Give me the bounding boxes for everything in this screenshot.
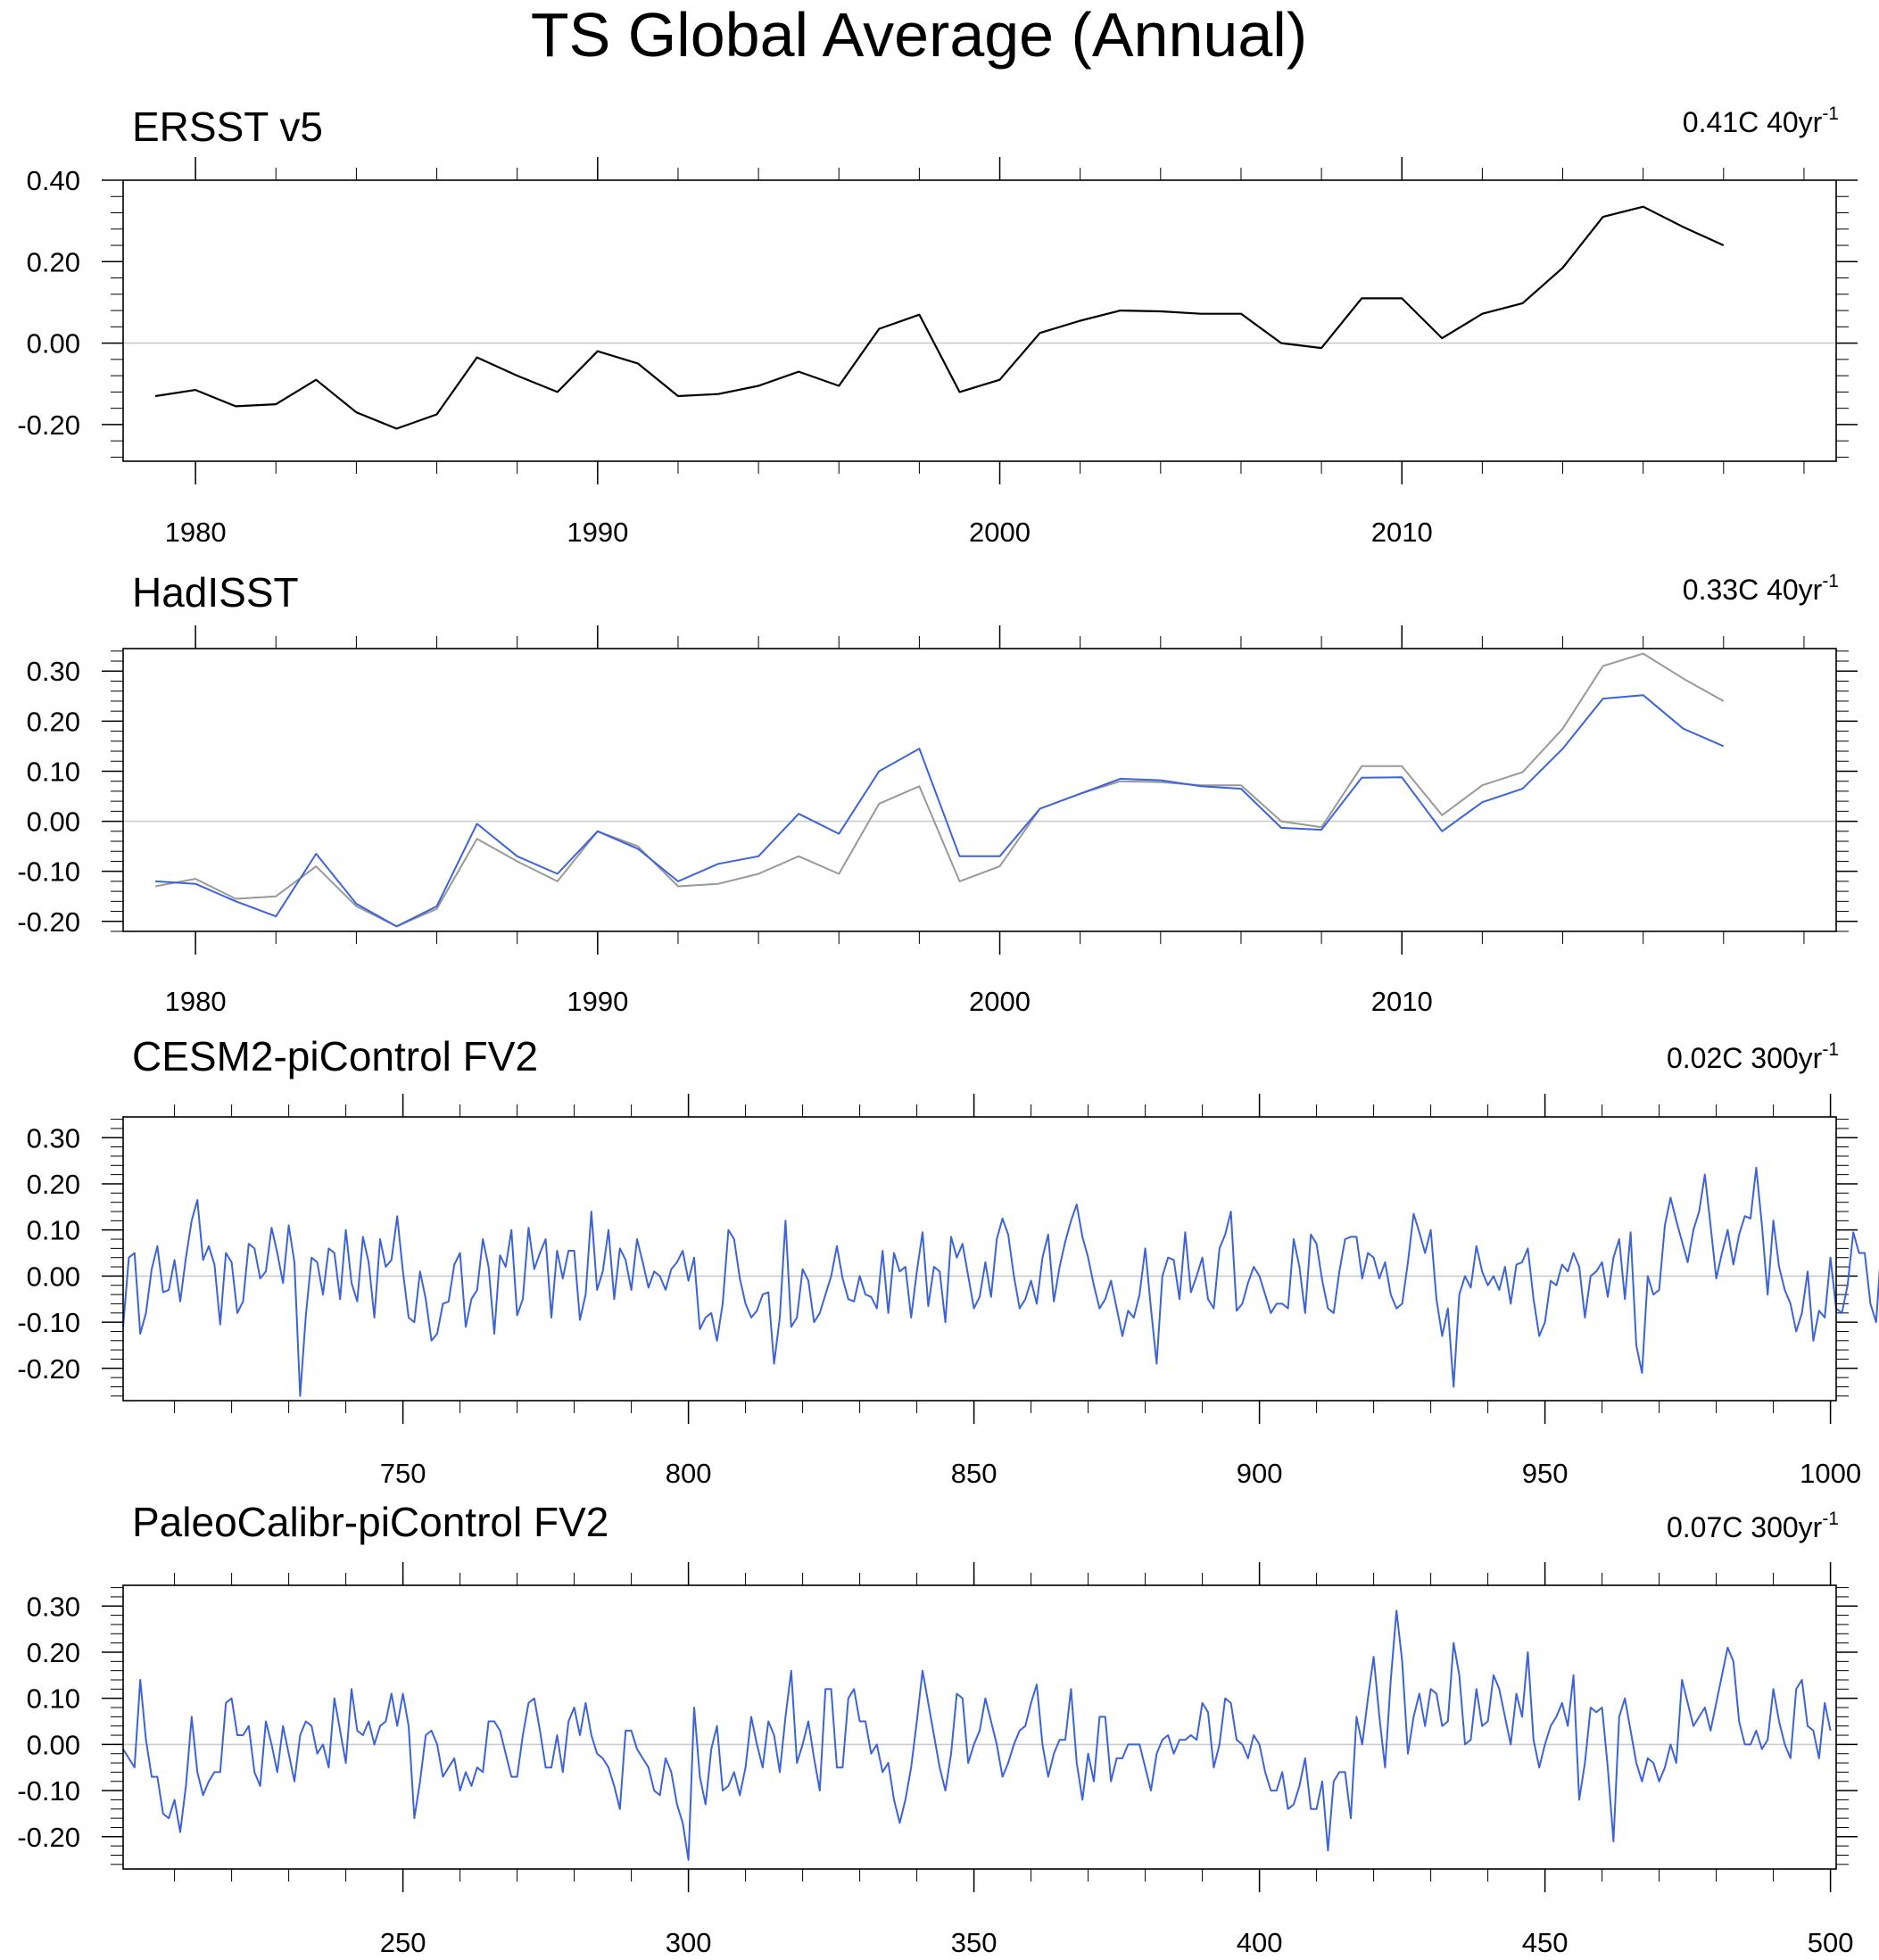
y-tick-label: 0.10 — [27, 756, 80, 787]
y-tick-label: -0.10 — [17, 1775, 80, 1807]
x-tick-label: 400 — [1237, 1927, 1283, 1958]
x-tick-label: 1990 — [567, 517, 628, 548]
y-tick-label: 0.00 — [27, 328, 80, 360]
panel-3: CESM2-piControl FV2 0.02C 300yr-1 0.30 0.20… — [17, 1033, 1879, 1489]
x-tick-label: 950 — [1522, 1458, 1569, 1489]
y-tick-label: -0.20 — [17, 1353, 80, 1385]
y-tick-label: -0.10 — [17, 1307, 80, 1338]
y-tick-label: 0.20 — [27, 1637, 80, 1668]
x-tick-label: 300 — [666, 1927, 712, 1958]
x-tick-label: 1990 — [567, 986, 628, 1017]
series-line-ersst_ref — [154, 652, 1725, 928]
trend-label: 0.41C 40yr-1 — [1683, 103, 1839, 138]
series-line-model — [122, 1609, 1832, 1861]
y-tick-label: 0.10 — [27, 1215, 80, 1246]
y-tick-label: -0.20 — [17, 409, 80, 441]
trend-exponent: -1 — [1822, 571, 1839, 591]
trend-label: 0.07C 300yr-1 — [1667, 1509, 1839, 1543]
y-tick-label: 0.20 — [27, 246, 80, 277]
trend-label: 0.33C 40yr-1 — [1683, 571, 1839, 606]
series-line-observed — [154, 205, 1725, 430]
y-tick-label: 0.10 — [27, 1683, 80, 1715]
x-tick-label: 2010 — [1371, 517, 1433, 548]
trend-label: 0.02C 300yr-1 — [1667, 1039, 1839, 1074]
main-title: TS Global Average (Annual) — [531, 0, 1307, 70]
y-tick-label: 0.30 — [27, 656, 80, 687]
panel-title: PaleoCalibr-piControl FV2 — [132, 1499, 608, 1545]
panel-2: HadISST 0.33C 40yr-1 0.30 0.20 0.10 0.00 -0.10… — [17, 569, 1858, 1017]
y-tick-label: 0.00 — [27, 1261, 80, 1292]
trend-value: 0.33C 40yr — [1683, 574, 1823, 606]
x-tick-label: 900 — [1237, 1458, 1283, 1489]
y-tick-label: 0.40 — [27, 165, 80, 196]
panel-title: HadISST — [132, 569, 299, 616]
y-tick-label: 0.00 — [27, 806, 80, 838]
panels: ERSST v5 0.41C 40yr-10.400.200.00-0.20198… — [17, 103, 1879, 1958]
y-minor-ticks — [111, 1119, 1849, 1397]
trend-exponent: -1 — [1822, 103, 1839, 124]
trend-value: 0.07C 300yr — [1667, 1511, 1823, 1543]
x-tick-label: 2010 — [1371, 986, 1433, 1017]
plot-frame — [122, 179, 1837, 462]
y-tick-label: 0.20 — [27, 1169, 80, 1200]
panel-1: ERSST v5 0.41C 40yr-1 0.40 0.20 0.00 -0.20 198… — [17, 103, 1858, 548]
x-minor-ticks — [174, 1573, 1832, 1881]
panel-title: CESM2-piControl FV2 — [132, 1033, 538, 1079]
panel-title: ERSST v5 — [132, 103, 323, 150]
y-tick-label: -0.20 — [17, 1822, 80, 1853]
plot-frame — [122, 1116, 1837, 1402]
x-tick-label: 1980 — [165, 986, 227, 1017]
trend-value: 0.41C 40yr — [1683, 106, 1823, 138]
trend-value: 0.02C 300yr — [1667, 1042, 1823, 1074]
series-line-model — [155, 694, 1725, 928]
series-line-model — [122, 1166, 1879, 1397]
x-tick-label: 1980 — [165, 517, 227, 548]
y-tick-label: 0.20 — [27, 706, 80, 737]
y-minor-ticks — [111, 650, 1849, 932]
y-tick-label: 0.30 — [27, 1122, 80, 1154]
plot-frame — [122, 648, 1837, 932]
x-tick-label: 800 — [666, 1458, 712, 1489]
x-tick-label: 1000 — [1800, 1458, 1861, 1489]
x-tick-label: 250 — [380, 1927, 426, 1958]
y-minor-ticks — [111, 179, 1849, 458]
x-tick-label: 350 — [951, 1927, 997, 1958]
y-tick-label: -0.10 — [17, 856, 80, 888]
x-tick-label: 750 — [380, 1458, 426, 1489]
trend-exponent: -1 — [1822, 1509, 1839, 1529]
x-minor-ticks — [195, 168, 1805, 474]
y-tick-label: 0.00 — [27, 1729, 80, 1760]
x-tick-label: 450 — [1522, 1927, 1569, 1958]
x-minor-ticks — [195, 636, 1805, 944]
panel-4: PaleoCalibr-piControl FV2 0.07C 300yr-10.… — [17, 1499, 1858, 1958]
x-tick-label: 850 — [951, 1458, 997, 1489]
trend-exponent: -1 — [1822, 1039, 1839, 1060]
plot-frame — [122, 1584, 1837, 1870]
x-tick-label: 2000 — [969, 517, 1031, 548]
x-tick-label: 500 — [1808, 1927, 1854, 1958]
y-tick-label: 0.30 — [27, 1591, 80, 1622]
x-tick-label: 2000 — [969, 986, 1031, 1017]
x-minor-ticks — [174, 1104, 1832, 1413]
y-tick-label: -0.20 — [17, 906, 80, 938]
